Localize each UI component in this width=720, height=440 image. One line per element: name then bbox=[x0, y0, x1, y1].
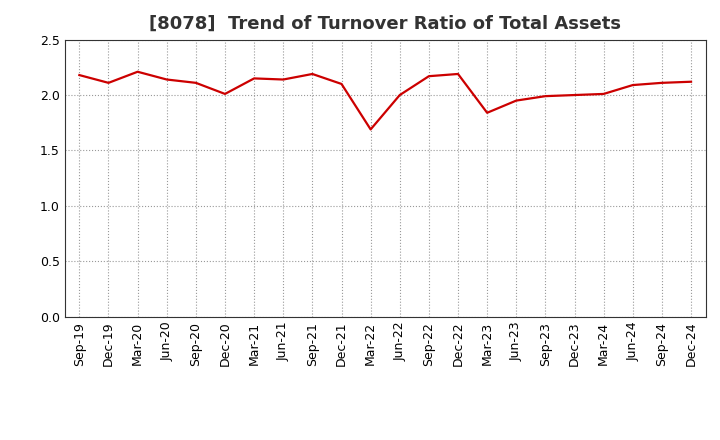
Title: [8078]  Trend of Turnover Ratio of Total Assets: [8078] Trend of Turnover Ratio of Total … bbox=[149, 15, 621, 33]
